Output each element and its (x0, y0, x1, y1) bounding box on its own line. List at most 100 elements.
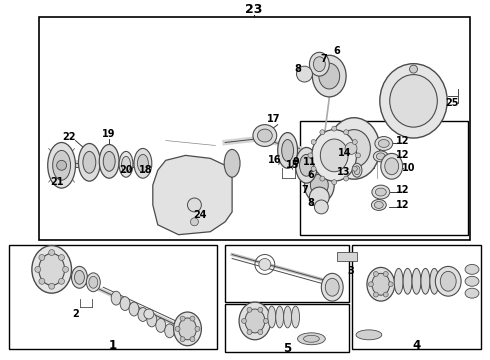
Ellipse shape (465, 265, 479, 274)
Ellipse shape (319, 63, 340, 89)
Text: 16: 16 (268, 156, 281, 165)
Ellipse shape (376, 153, 385, 160)
Ellipse shape (394, 269, 403, 294)
Ellipse shape (239, 302, 271, 340)
Text: 7: 7 (320, 54, 327, 64)
Ellipse shape (352, 163, 362, 177)
Ellipse shape (299, 154, 314, 176)
Circle shape (410, 65, 417, 73)
Circle shape (356, 153, 361, 158)
Ellipse shape (375, 188, 386, 196)
Ellipse shape (372, 185, 390, 199)
Ellipse shape (372, 273, 390, 295)
Ellipse shape (173, 312, 201, 346)
Text: 11: 11 (303, 157, 316, 167)
Text: 15: 15 (286, 160, 299, 170)
Circle shape (308, 153, 313, 158)
Text: 14: 14 (339, 148, 352, 158)
Circle shape (352, 140, 357, 144)
Ellipse shape (465, 288, 479, 298)
Ellipse shape (86, 273, 100, 292)
Circle shape (383, 271, 388, 276)
Circle shape (63, 266, 69, 273)
Circle shape (332, 126, 337, 131)
Text: 3: 3 (348, 266, 354, 276)
Circle shape (296, 66, 313, 82)
Text: 8: 8 (294, 64, 301, 74)
Ellipse shape (303, 335, 319, 342)
Ellipse shape (312, 130, 357, 181)
Circle shape (373, 271, 378, 276)
Ellipse shape (295, 148, 318, 183)
Ellipse shape (304, 167, 334, 203)
Circle shape (263, 319, 269, 323)
Text: 1: 1 (109, 339, 117, 352)
Text: 12: 12 (396, 185, 409, 195)
Circle shape (247, 307, 252, 312)
Ellipse shape (435, 266, 461, 296)
Text: 5: 5 (284, 342, 292, 355)
Ellipse shape (72, 266, 87, 288)
Ellipse shape (89, 276, 98, 288)
Circle shape (383, 292, 388, 297)
Ellipse shape (313, 55, 346, 97)
Ellipse shape (292, 306, 299, 328)
Text: 17: 17 (267, 114, 280, 124)
Ellipse shape (380, 64, 447, 138)
Ellipse shape (53, 150, 71, 180)
Ellipse shape (403, 269, 412, 294)
Text: 4: 4 (413, 339, 420, 352)
Text: 24: 24 (194, 210, 207, 220)
Ellipse shape (381, 153, 403, 179)
Bar (39, 17, 470, 240)
Bar (225, 244, 349, 302)
Text: 7: 7 (301, 185, 308, 195)
Text: 12: 12 (396, 150, 409, 161)
Circle shape (320, 130, 325, 135)
Ellipse shape (83, 152, 96, 173)
Ellipse shape (356, 330, 382, 340)
Ellipse shape (103, 152, 115, 171)
Ellipse shape (441, 271, 456, 291)
Circle shape (311, 140, 316, 144)
Ellipse shape (375, 136, 392, 150)
Text: 23: 23 (245, 3, 263, 16)
Circle shape (39, 255, 45, 260)
Ellipse shape (320, 139, 348, 172)
Circle shape (368, 282, 373, 287)
Circle shape (39, 278, 45, 284)
Circle shape (175, 327, 180, 331)
Ellipse shape (371, 199, 386, 210)
Ellipse shape (156, 319, 166, 332)
Ellipse shape (137, 154, 148, 172)
Text: 20: 20 (119, 165, 133, 175)
Circle shape (144, 309, 154, 319)
Circle shape (57, 160, 67, 170)
Ellipse shape (311, 174, 328, 196)
Ellipse shape (224, 149, 240, 177)
Circle shape (180, 337, 185, 342)
Ellipse shape (48, 143, 75, 188)
Bar (352, 244, 481, 349)
Circle shape (258, 307, 263, 312)
Ellipse shape (278, 132, 297, 168)
Circle shape (320, 176, 325, 181)
Ellipse shape (122, 156, 130, 172)
Ellipse shape (138, 307, 148, 321)
Circle shape (242, 319, 246, 323)
Ellipse shape (39, 253, 65, 285)
Ellipse shape (253, 125, 277, 147)
Ellipse shape (245, 309, 265, 333)
Text: 22: 22 (62, 131, 75, 141)
Circle shape (315, 200, 328, 214)
Ellipse shape (147, 313, 157, 327)
Ellipse shape (310, 52, 329, 76)
Text: 8: 8 (307, 198, 314, 208)
Ellipse shape (282, 140, 294, 161)
Circle shape (373, 292, 378, 297)
Ellipse shape (257, 129, 272, 142)
Ellipse shape (276, 306, 284, 328)
Ellipse shape (314, 57, 325, 72)
Ellipse shape (378, 140, 389, 148)
Ellipse shape (268, 306, 276, 328)
